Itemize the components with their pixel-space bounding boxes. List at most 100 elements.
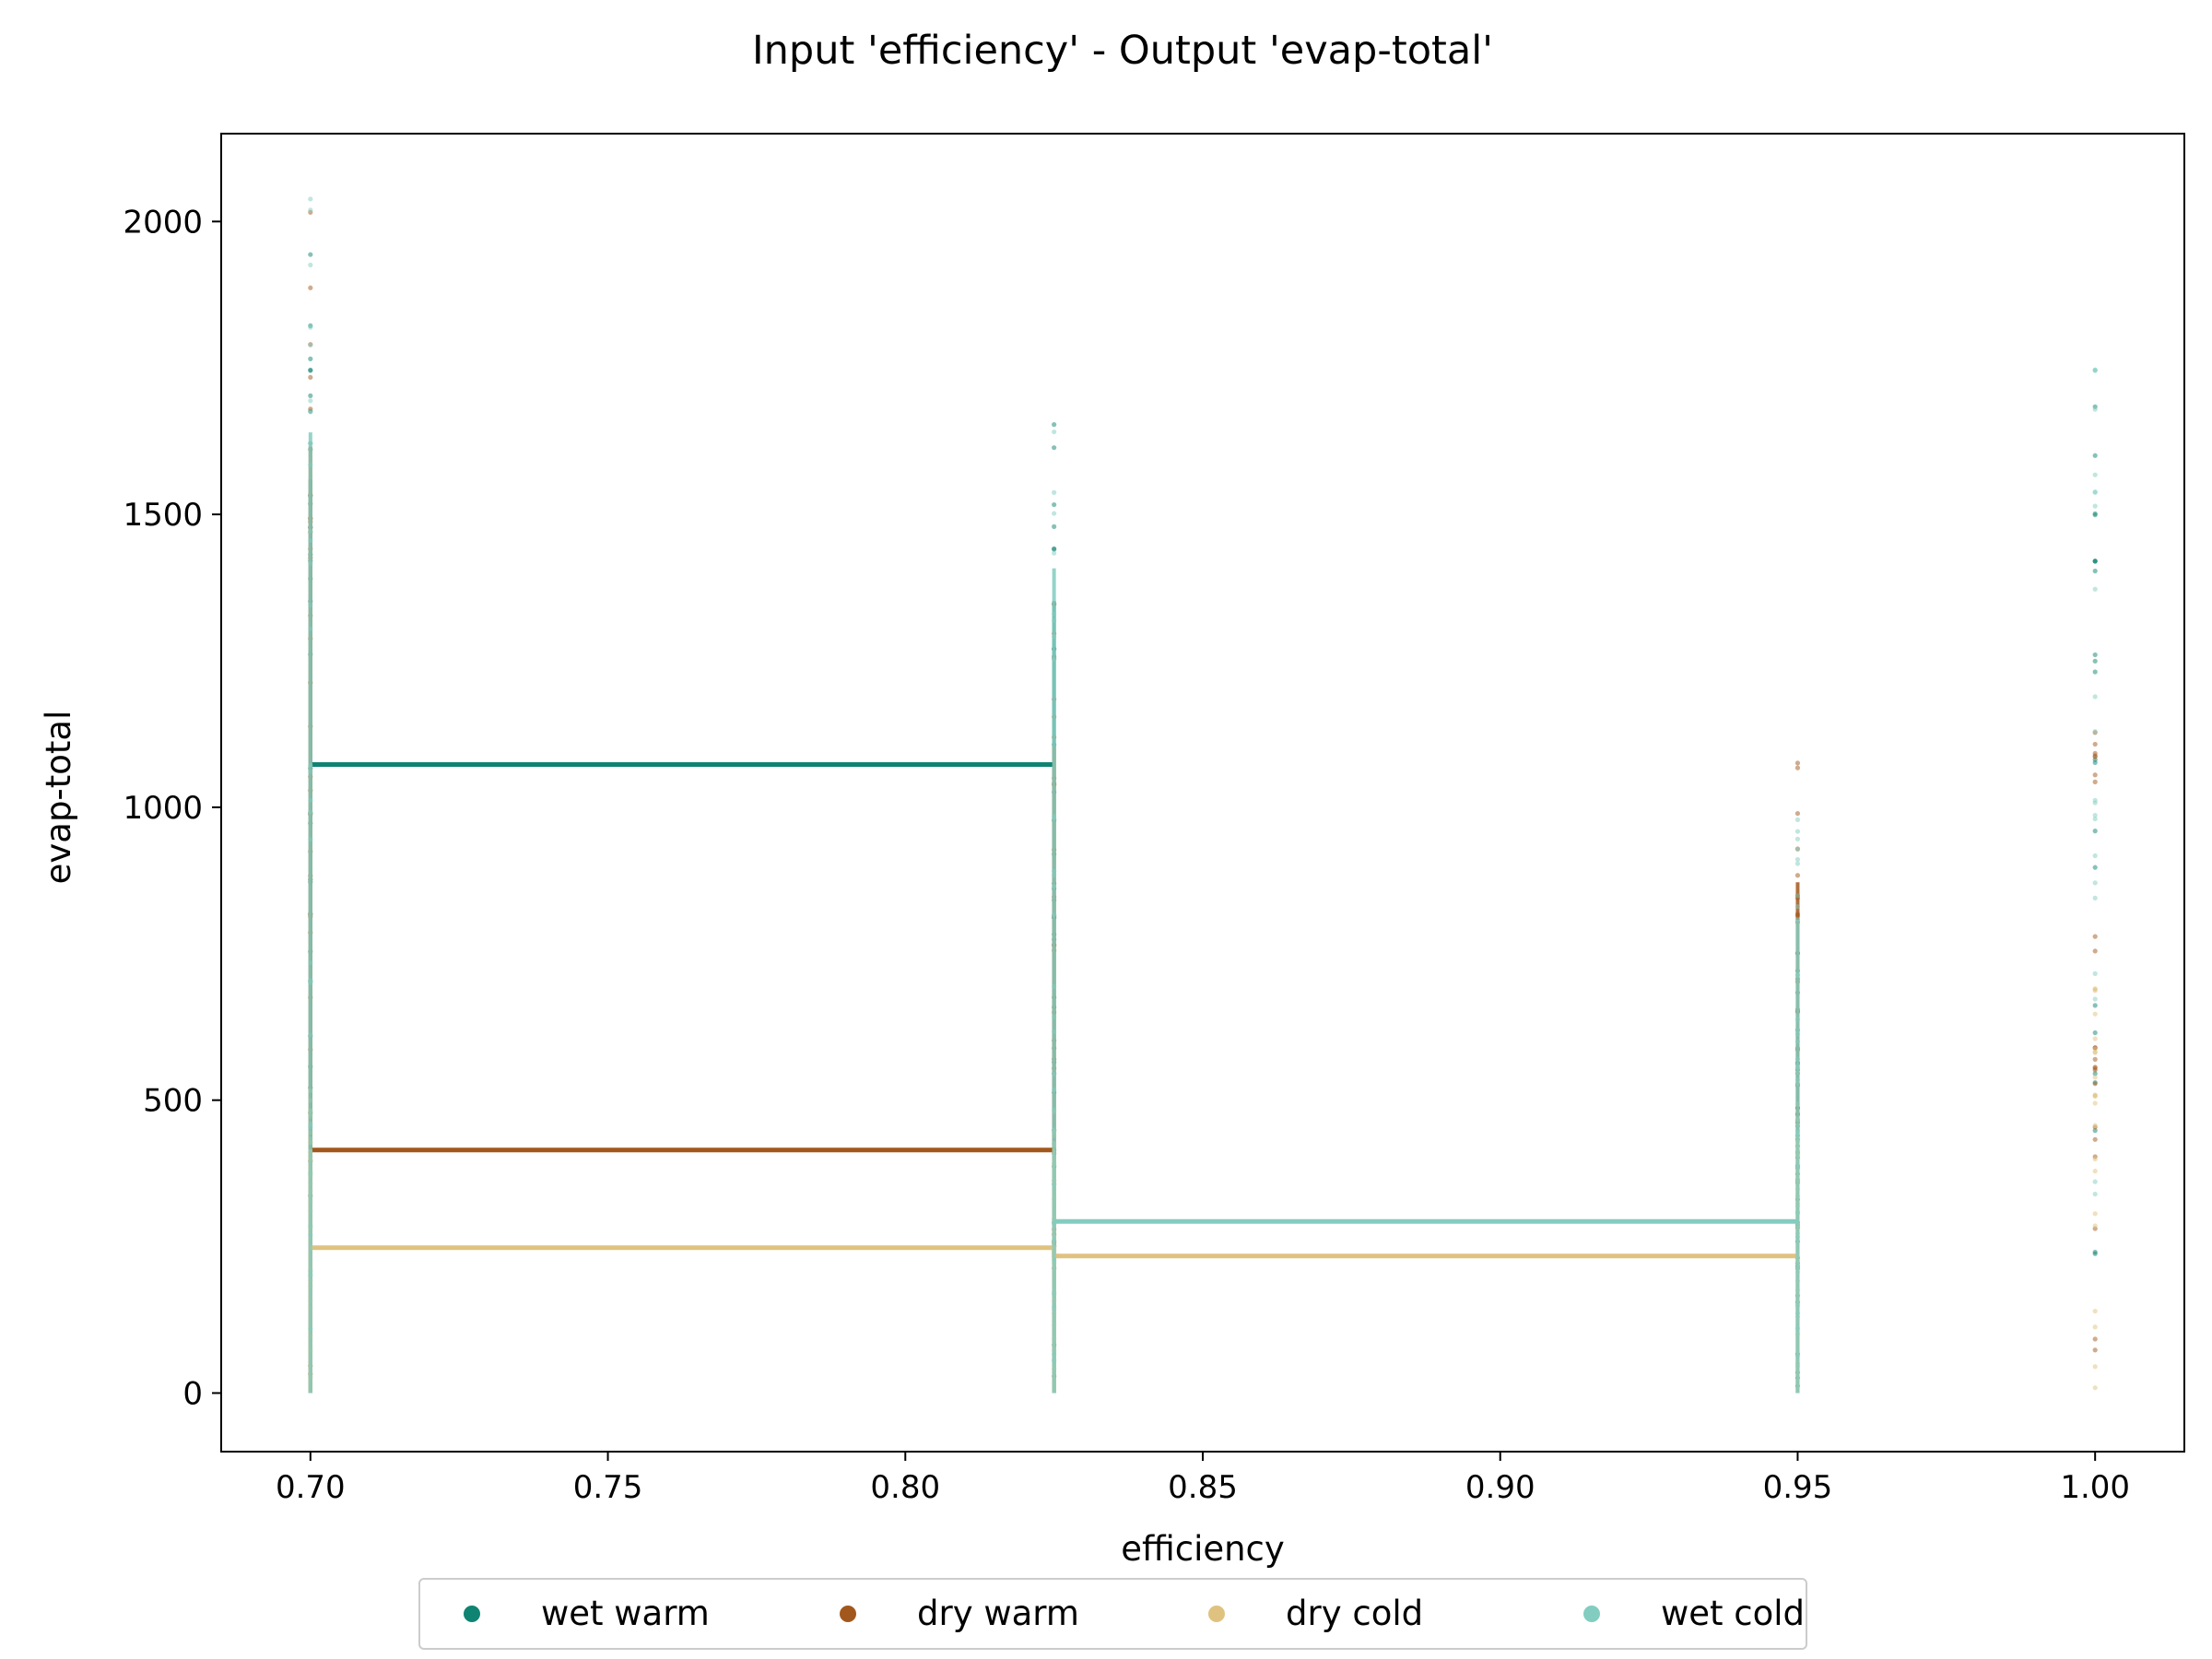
data-point <box>1052 884 1057 889</box>
data-point <box>2092 669 2098 675</box>
data-point <box>1794 972 1801 978</box>
data-point <box>308 1325 313 1332</box>
data-point <box>1052 816 1057 821</box>
data-point <box>308 1032 313 1038</box>
data-point <box>1052 611 1057 617</box>
data-point <box>1052 547 1057 552</box>
plot-marks <box>308 196 2098 1394</box>
data-point <box>2092 865 2098 870</box>
data-point <box>2092 1249 2098 1255</box>
data-point <box>1052 429 1057 435</box>
data-point <box>2092 741 2098 747</box>
data-point <box>2092 1123 2098 1128</box>
y-tick-label: 1500 <box>123 497 203 534</box>
legend-marker <box>1208 1606 1225 1622</box>
data-point <box>308 398 313 404</box>
legend-label: dry cold <box>1286 1594 1423 1633</box>
data-point <box>1052 634 1057 640</box>
legend: wet warm dry warm dry cold wet cold <box>418 1578 1807 1650</box>
data-point <box>2092 996 2098 1002</box>
data-point <box>2092 658 2098 664</box>
data-point <box>2092 1081 2098 1087</box>
data-point <box>1794 1062 1801 1067</box>
series-wet-cold <box>308 196 2098 1394</box>
data-point <box>308 837 313 842</box>
y-tick-label: 1000 <box>123 790 203 827</box>
data-point <box>308 1171 313 1176</box>
data-point <box>2092 1364 2098 1370</box>
x-tick-label: 0.95 <box>1763 1469 1833 1506</box>
data-point <box>1052 511 1057 516</box>
data-point <box>308 356 313 361</box>
data-point <box>1794 817 1801 823</box>
data-point <box>308 959 313 966</box>
data-point <box>1052 618 1057 623</box>
data-point <box>1794 1265 1801 1271</box>
data-point <box>2092 934 2098 939</box>
data-point <box>1794 1311 1801 1316</box>
data-point <box>2092 1211 2098 1217</box>
data-point <box>2092 453 2098 458</box>
data-point <box>1052 422 1057 428</box>
data-point <box>2092 1156 2098 1162</box>
data-point <box>1794 1353 1801 1359</box>
data-point <box>2092 1324 2098 1330</box>
data-point <box>2092 1067 2098 1073</box>
data-point <box>2092 1049 2098 1055</box>
data-point <box>2092 406 2098 412</box>
data-point <box>1794 846 1801 853</box>
data-point <box>1794 917 1801 923</box>
data-point <box>2092 1075 2098 1080</box>
data-point <box>308 809 313 815</box>
data-point <box>2092 1003 2098 1008</box>
legend-marker <box>1583 1606 1600 1622</box>
data-point <box>308 1273 313 1278</box>
data-point <box>308 1268 313 1275</box>
data-point <box>2092 853 2098 859</box>
data-point <box>2092 1336 2098 1342</box>
data-point <box>308 342 313 348</box>
data-point <box>2092 779 2098 784</box>
data-point <box>2092 829 2098 834</box>
data-point <box>1052 1087 1057 1092</box>
data-point <box>2092 472 2098 477</box>
data-point <box>1052 1127 1057 1133</box>
data-point <box>308 262 313 268</box>
data-point <box>2092 895 2098 901</box>
x-tick-label: 0.75 <box>573 1469 643 1506</box>
data-point <box>1052 983 1057 989</box>
x-tick-label: 0.80 <box>870 1469 940 1506</box>
data-point <box>1794 904 1801 910</box>
data-point <box>1794 765 1801 771</box>
legend-label: wet cold <box>1661 1594 1805 1633</box>
data-point <box>1794 1164 1801 1170</box>
data-point <box>1052 872 1057 878</box>
data-point <box>1052 524 1057 529</box>
x-tick-label: 0.90 <box>1465 1469 1535 1506</box>
data-point <box>308 368 313 373</box>
data-point <box>1794 1027 1801 1033</box>
data-point <box>1052 1014 1057 1020</box>
data-point <box>2092 1308 2098 1314</box>
data-point <box>1794 1325 1801 1331</box>
data-point <box>1794 1303 1801 1309</box>
data-point <box>1794 1039 1801 1044</box>
data-point <box>308 626 313 631</box>
y-tick-label: 0 <box>182 1375 203 1412</box>
data-point <box>2092 512 2098 518</box>
data-point <box>2092 1046 2098 1052</box>
data-point <box>1052 656 1057 662</box>
data-point <box>1794 760 1801 766</box>
data-point <box>2092 1128 2098 1134</box>
data-point <box>308 797 313 803</box>
data-point <box>1052 868 1057 874</box>
data-point <box>1794 1234 1801 1240</box>
data-point <box>2092 489 2098 495</box>
data-point <box>1052 501 1057 508</box>
data-point <box>1794 1056 1801 1062</box>
data-point <box>2092 652 2098 658</box>
data-point <box>1052 1182 1057 1187</box>
data-point <box>308 409 313 415</box>
data-point <box>2092 1092 2098 1098</box>
